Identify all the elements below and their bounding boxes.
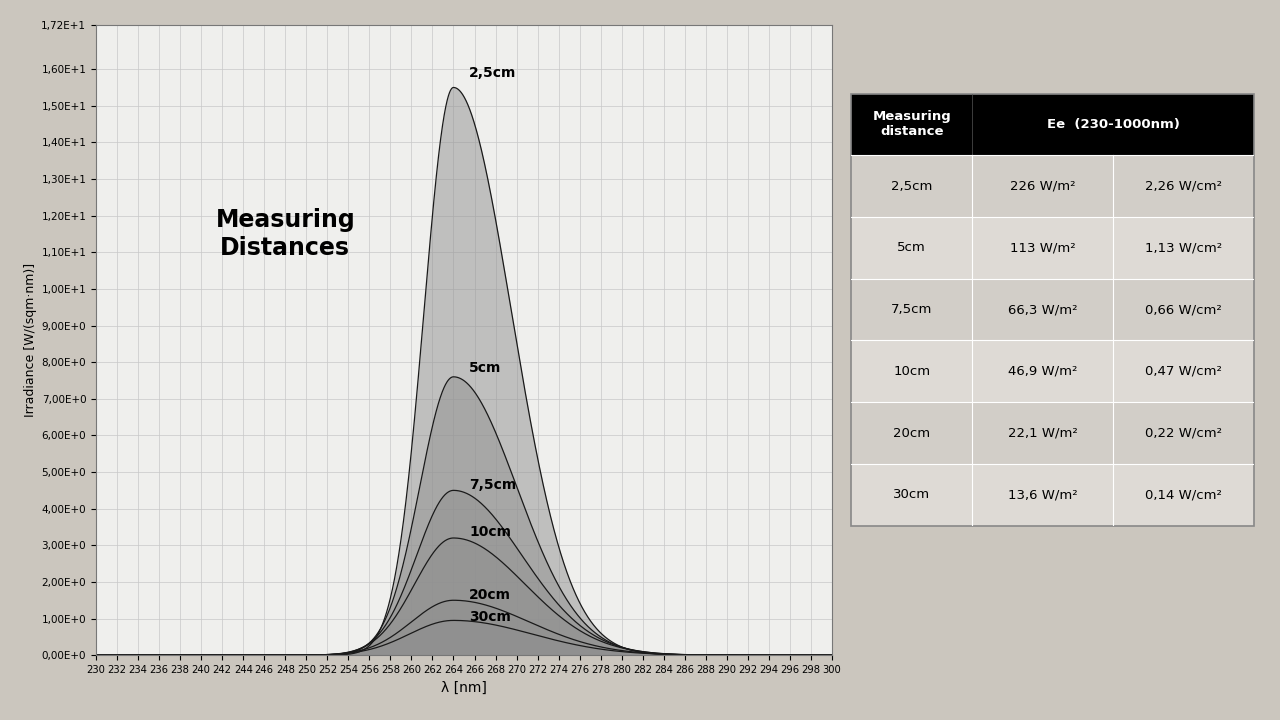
Text: 20cm: 20cm — [893, 426, 931, 439]
Text: Measuring
Distances: Measuring Distances — [215, 208, 355, 260]
Text: 10cm: 10cm — [893, 365, 931, 378]
Text: 2,5cm: 2,5cm — [891, 180, 932, 193]
Text: 66,3 W/m²: 66,3 W/m² — [1007, 303, 1078, 316]
Text: 5cm: 5cm — [897, 241, 925, 254]
Text: 22,1 W/m²: 22,1 W/m² — [1007, 426, 1078, 439]
Text: 0,14 W/cm²: 0,14 W/cm² — [1146, 488, 1222, 501]
Text: 0,66 W/cm²: 0,66 W/cm² — [1146, 303, 1222, 316]
Text: 20cm: 20cm — [470, 588, 511, 602]
Y-axis label: Irradiance [W/(sqm·nm)]: Irradiance [W/(sqm·nm)] — [24, 263, 37, 418]
Text: 30cm: 30cm — [893, 488, 931, 501]
Text: 13,6 W/m²: 13,6 W/m² — [1007, 488, 1078, 501]
Text: 46,9 W/m²: 46,9 W/m² — [1009, 365, 1078, 378]
Text: 1,13 W/cm²: 1,13 W/cm² — [1146, 241, 1222, 254]
Text: Measuring
distance: Measuring distance — [872, 110, 951, 138]
Text: 0,22 W/cm²: 0,22 W/cm² — [1146, 426, 1222, 439]
Text: 113 W/m²: 113 W/m² — [1010, 241, 1075, 254]
Text: 0,47 W/cm²: 0,47 W/cm² — [1146, 365, 1222, 378]
Text: 2,5cm: 2,5cm — [470, 66, 517, 80]
Text: 7,5cm: 7,5cm — [891, 303, 932, 316]
Text: 5cm: 5cm — [470, 361, 502, 374]
Bar — [851, 464, 1254, 526]
Bar — [851, 279, 1254, 341]
Text: 30cm: 30cm — [470, 610, 511, 624]
Text: 226 W/m²: 226 W/m² — [1010, 180, 1075, 193]
Bar — [851, 402, 1254, 464]
Text: 2,26 W/cm²: 2,26 W/cm² — [1146, 180, 1222, 193]
Bar — [851, 94, 1254, 156]
Text: 10cm: 10cm — [470, 526, 511, 539]
Text: Ee  (230-1000nm): Ee (230-1000nm) — [1047, 118, 1180, 131]
X-axis label: λ [nm]: λ [nm] — [442, 680, 486, 695]
Text: 7,5cm: 7,5cm — [470, 478, 517, 492]
Bar — [851, 341, 1254, 402]
Bar — [851, 156, 1254, 217]
Bar — [851, 217, 1254, 279]
